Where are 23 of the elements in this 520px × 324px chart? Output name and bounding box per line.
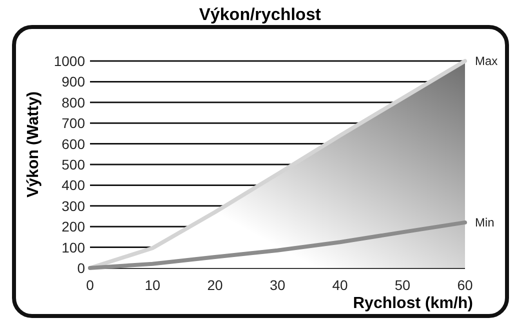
y-tick-label: 300 bbox=[62, 198, 86, 214]
y-tick-label: 900 bbox=[62, 74, 86, 90]
x-tick-label: 50 bbox=[394, 277, 410, 293]
y-tick-label: 700 bbox=[62, 115, 86, 132]
x-tick-label: 20 bbox=[207, 277, 223, 293]
x-tick-label: 60 bbox=[457, 277, 473, 293]
y-tick-label: 500 bbox=[62, 156, 86, 172]
chart-title: Výkon/rychlost bbox=[199, 5, 322, 24]
y-axis-title: Výkon (Watty) bbox=[25, 91, 42, 198]
y-tick-label: 800 bbox=[62, 94, 86, 110]
y-tick-label: 0 bbox=[77, 260, 86, 276]
x-tick-label: 40 bbox=[332, 277, 348, 293]
series-label: Max bbox=[475, 54, 498, 68]
y-tick-label: 600 bbox=[62, 136, 86, 152]
x-axis-title: Rychlost (km/h) bbox=[352, 295, 473, 312]
x-tick-label: 30 bbox=[270, 277, 286, 293]
y-tick-label: 400 bbox=[62, 177, 86, 194]
series-label: Min bbox=[475, 215, 494, 230]
y-tick-label: 200 bbox=[62, 218, 86, 235]
x-tick-label: 10 bbox=[144, 277, 160, 293]
y-tick-label: 1000 bbox=[54, 53, 86, 69]
y-tick-label: 100 bbox=[62, 239, 86, 256]
line-series bbox=[88, 220, 467, 270]
